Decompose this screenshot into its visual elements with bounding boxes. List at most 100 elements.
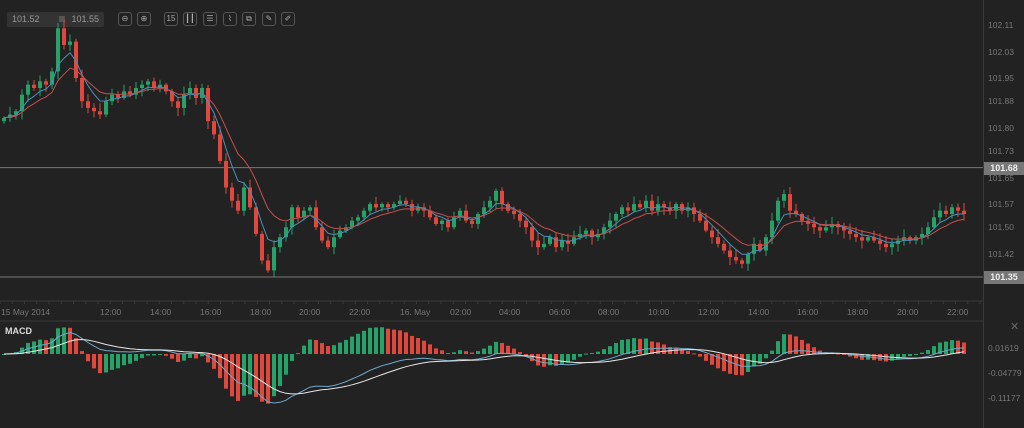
y-tick-label: 101.88 [988,96,1014,107]
candle [644,200,648,208]
macd-histogram-bar [800,339,804,354]
candle [386,204,390,208]
candle [128,91,132,95]
macd-histogram-bar [110,354,114,370]
macd-histogram-bar [674,347,678,354]
macd-histogram-bar [134,354,138,361]
copy-icon[interactable]: ⧉ [242,12,256,26]
candle [224,160,228,188]
zoom-out-icon[interactable]: ⊖ [118,12,132,26]
y-tick-label: 101.65 [988,172,1014,183]
candle [152,81,156,89]
candle [284,227,288,238]
candle [32,84,36,89]
macd-histogram-bar [524,354,528,356]
candle [872,237,876,241]
macd-histogram-bar [476,351,480,354]
macd-histogram-bar [2,354,6,355]
macd-histogram-bar [122,354,126,366]
candle [884,243,888,248]
candle [758,243,762,251]
candle [464,210,468,221]
macd-histogram-bar [152,354,156,356]
draw-icon[interactable]: ✐ [281,12,295,26]
macd-histogram-bar [662,344,666,354]
price-level-label: 101.35 [984,271,1024,285]
macd-histogram-bar [146,354,150,356]
candle [500,190,504,205]
price-chart[interactable] [0,0,983,428]
macd-histogram-bar [434,348,438,354]
x-tick-label: 06:00 [549,307,571,317]
close-icon[interactable]: ✕ [1010,321,1020,333]
candle [434,217,438,224]
x-tick-label: 20:00 [299,307,321,317]
zoom-in-icon[interactable]: ⊕ [137,12,151,26]
candle [860,237,864,241]
macd-histogram-bar [170,354,174,359]
macd-histogram-bar [380,327,384,354]
macd-histogram-bar [302,345,306,354]
macd-histogram-bar [908,354,912,357]
macd-histogram-bar [314,340,318,354]
candle [356,217,360,221]
macd-histogram-bar [212,354,216,369]
macd-histogram-bar [806,343,810,354]
candle [956,207,960,211]
timeframe-icon[interactable]: 15 [164,12,178,26]
candle [338,230,342,238]
macd-histogram-bar [266,354,270,404]
macd-histogram-bar [518,352,522,354]
candle [56,28,60,72]
macd-histogram-bar [464,351,468,354]
candle [812,223,816,228]
macd-histogram-bar [422,340,426,354]
candle [542,243,546,248]
macd-histogram-bar [260,354,264,402]
edit-icon[interactable]: ✎ [262,12,276,26]
macd-histogram-bar [38,339,42,354]
candle [794,210,798,215]
y-tick-label: 102.11 [988,20,1014,30]
candle [332,237,336,248]
macd-histogram-bar [452,352,456,354]
candle [590,230,594,238]
spread-separator [59,16,65,22]
indicator-icon[interactable]: ⌇ [223,12,237,26]
macd-histogram-bar [770,350,774,354]
candle [920,233,924,238]
candle [932,217,936,228]
macd-histogram-bar [398,330,402,354]
macd-histogram-bar [392,329,396,354]
macd-histogram-bar [176,354,180,362]
macd-histogram-bar [500,343,504,354]
macd-histogram-bar [320,343,324,354]
y-tick-label: 101.50 [988,222,1014,233]
macd-histogram-bar [542,354,546,367]
candle [350,220,354,228]
candle [452,217,456,228]
candle [380,204,384,208]
macd-histogram-bar [632,338,636,354]
candle [536,240,540,248]
macd-histogram-bar [182,354,186,361]
macd-histogram-bar [842,354,846,355]
candle [266,260,270,271]
macd-histogram-bar [284,354,288,375]
candle [134,88,138,95]
candle [368,204,372,211]
macd-histogram-bar [290,354,294,361]
macd-histogram-bar [140,354,144,359]
candle [326,240,330,248]
candle [176,101,180,108]
bid-price: 101.52 [12,14,40,24]
candle [632,204,636,211]
macd-histogram-bar [578,354,582,357]
candle [740,260,744,264]
macd-histogram-bar [404,332,408,354]
candle [428,210,432,218]
candle [668,207,672,211]
candlestick-icon[interactable]: ┃┃ [183,12,197,26]
settings-sliders-icon[interactable]: ☰ [203,12,217,26]
macd-histogram-bar [638,338,642,354]
